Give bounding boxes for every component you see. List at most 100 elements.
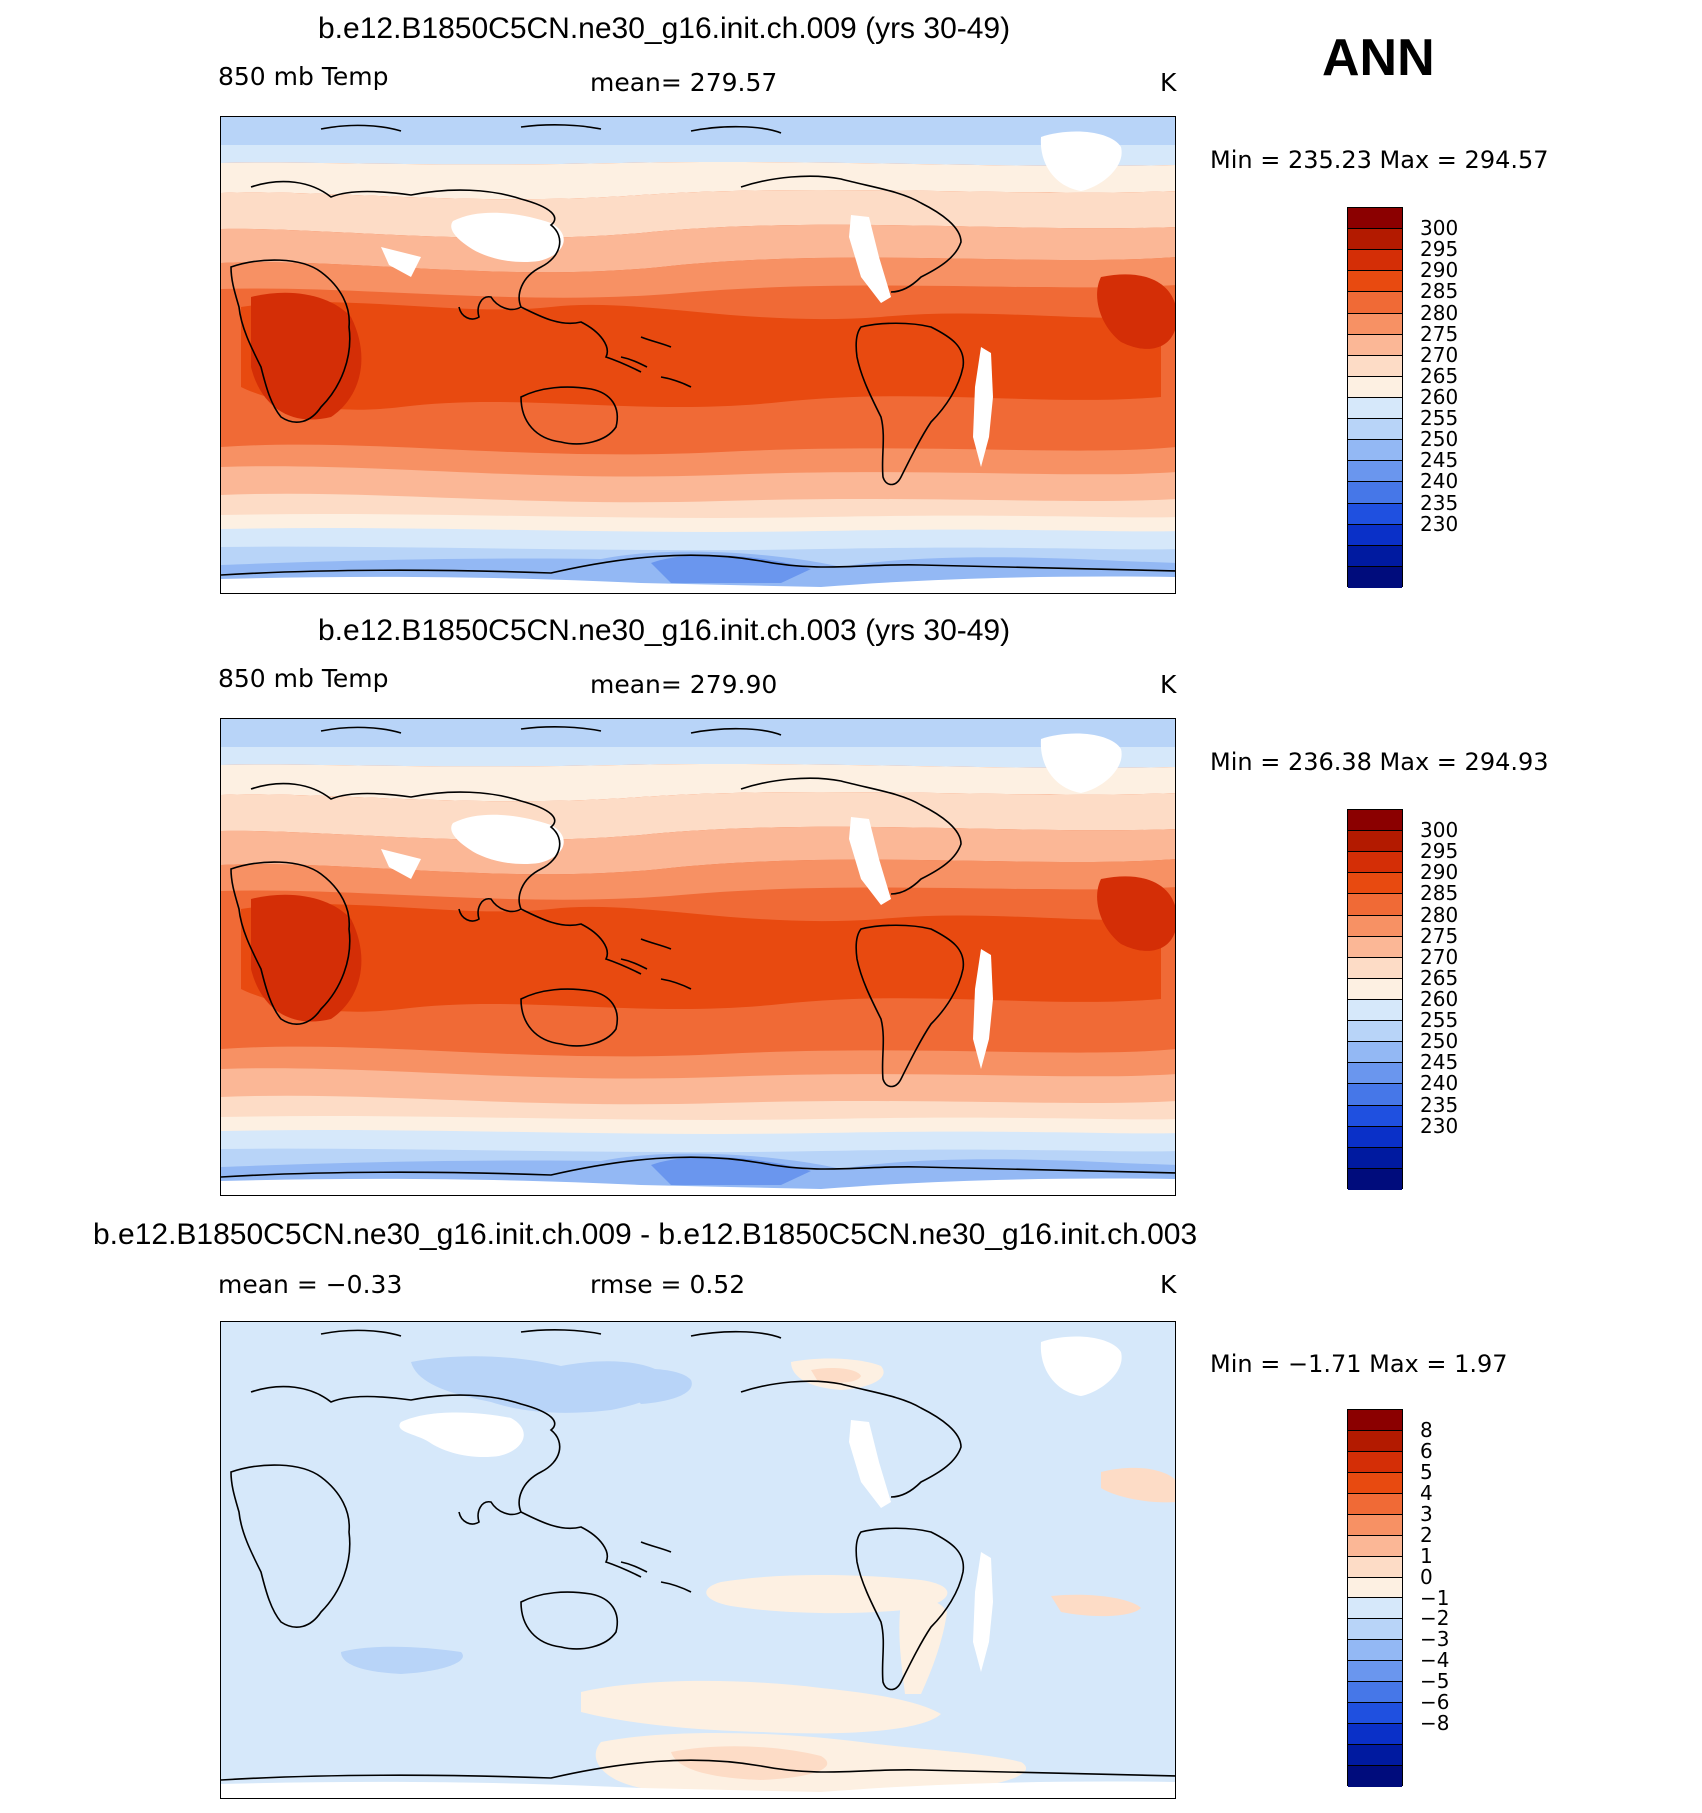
panel2-colorbar-tick-label: 285: [1420, 881, 1459, 906]
panel3-colorbar-tick-label: 0: [1420, 1564, 1433, 1589]
panel3-colorbar-segment: [1348, 1745, 1402, 1766]
panel1-units: K: [1160, 68, 1177, 97]
panel2-colorbar-tick-label: 250: [1420, 1029, 1459, 1054]
panel3-colorbar-segment: [1348, 1577, 1402, 1599]
panel1-colorbar-segment: [1348, 482, 1402, 504]
panel3-colorbar-segment: [1348, 1724, 1402, 1745]
panel2-colorbar-segment: [1348, 957, 1402, 979]
panel2-colorbar-tick-label: 255: [1420, 1008, 1459, 1033]
panel3-colorbar-tick-label: 4: [1420, 1480, 1433, 1505]
panel1-variable-label: 850 mb Temp: [218, 62, 389, 91]
panel1-colorbar-segment: [1348, 292, 1402, 314]
panel3-colorbar-tick-label: −4: [1420, 1648, 1450, 1673]
panel3-colorbar-segment: [1348, 1619, 1402, 1641]
panel2-colorbar-tick-label: 300: [1420, 818, 1459, 843]
panel3-map: [220, 1321, 1176, 1799]
panel1-minmax: Min = 235.23 Max = 294.57: [1210, 146, 1549, 174]
panel1-colorbar-segment: [1348, 566, 1402, 588]
panel1-map: [220, 116, 1176, 594]
panel2-colorbar-segment: [1348, 1105, 1402, 1127]
panel3-colorbar-tick-label: −5: [1420, 1669, 1450, 1694]
panel2-colorbar-segment: [1348, 1042, 1402, 1064]
panel1-colorbar-tick-label: 280: [1420, 300, 1459, 325]
panel1-colorbar-tick-label: 265: [1420, 363, 1459, 388]
panel3-colorbar-tick-label: 1: [1420, 1543, 1433, 1568]
panel3-colorbar-tick-label: 6: [1420, 1438, 1433, 1463]
panel3-colorbar-tick-label: −1: [1420, 1585, 1450, 1610]
panel1-colorbar-tick-label: 230: [1420, 511, 1459, 536]
panel3-colorbar-segment: [1348, 1451, 1402, 1473]
panel2-colorbar-tick-label: 265: [1420, 965, 1459, 990]
panel1-colorbar-segment: [1348, 397, 1402, 420]
panel1-colorbar-segment: [1348, 250, 1402, 272]
panel2-colorbar-segment: [1348, 1063, 1402, 1085]
panel2-colorbar-tick-label: 270: [1420, 944, 1459, 969]
panel1-temperature-field: [221, 117, 1175, 593]
panel2-colorbar-segment: [1348, 852, 1402, 874]
panel1-title: b.e12.B1850C5CN.ne30_g16.init.ch.009 (yr…: [318, 12, 1011, 45]
panel1-colorbar-tick-label: 250: [1420, 427, 1459, 452]
panel1-colorbar-segment: [1348, 545, 1402, 567]
panel2-colorbar-segment: [1348, 831, 1402, 853]
panel2-colorbar-tick-label: 275: [1420, 923, 1459, 948]
panel2-colorbar: [1347, 809, 1403, 1190]
panel1-colorbar-segment: [1348, 461, 1402, 483]
panel2-colorbar-segment: [1348, 915, 1402, 937]
panel2-colorbar-segment: [1348, 936, 1402, 958]
panel3-colorbar-segment: [1348, 1598, 1402, 1620]
panel1-colorbar-segment: [1348, 334, 1402, 356]
panel2-units: K: [1160, 670, 1177, 699]
panel3-colorbar-tick-label: −2: [1420, 1606, 1450, 1631]
panel1-colorbar-segment: [1348, 440, 1402, 462]
panel3-colorbar-tick-label: −3: [1420, 1627, 1450, 1652]
panel2-title: b.e12.B1850C5CN.ne30_g16.init.ch.003 (yr…: [318, 614, 1011, 647]
panel1-colorbar-tick-label: 255: [1420, 406, 1459, 431]
panel3-colorbar-segment: [1348, 1640, 1402, 1662]
panel1-colorbar-tick-label: 260: [1420, 385, 1459, 409]
panel1-colorbar-segment: [1348, 376, 1402, 398]
panel2-colorbar-segment: [1348, 894, 1402, 916]
panel3-colorbar-segment: [1348, 1535, 1402, 1557]
panel2-colorbar-segment: [1348, 978, 1402, 1000]
panel3-colorbar-segment: [1348, 1703, 1402, 1725]
panel2-colorbar-tick-label: 290: [1420, 860, 1459, 885]
panel2-colorbar-segment: [1348, 999, 1402, 1022]
panel3-minmax: Min = −1.71 Max = 1.97: [1210, 1350, 1508, 1378]
panel3-colorbar-segment: [1348, 1472, 1402, 1494]
panel3-title: b.e12.B1850C5CN.ne30_g16.init.ch.009 - b…: [93, 1218, 1198, 1251]
panel3-rmse: rmse = 0.52: [590, 1270, 746, 1299]
panel1-colorbar-tick-label: 290: [1420, 258, 1459, 283]
panel2-colorbar-segment: [1348, 1021, 1402, 1043]
panel1-mean: mean= 279.57: [590, 68, 778, 97]
panel2-colorbar-tick-label: 280: [1420, 902, 1459, 927]
panel1-colorbar-segment: [1348, 355, 1402, 377]
panel3-units: K: [1160, 1270, 1177, 1299]
panel1-colorbar-tick-label: 285: [1420, 279, 1459, 304]
panel3-colorbar-tick-label: 5: [1420, 1459, 1433, 1484]
panel1-colorbar-tick-label: 235: [1420, 490, 1459, 515]
panel3-colorbar-tick-label: 8: [1420, 1417, 1433, 1442]
panel1-colorbar-segment: [1348, 419, 1402, 441]
panel2-colorbar-tick-label: 295: [1420, 839, 1459, 864]
panel2-colorbar-segment: [1348, 810, 1402, 832]
panel1-colorbar-tick-label: 245: [1420, 448, 1459, 473]
panel3-colorbar-segment: [1348, 1493, 1402, 1515]
panel1-colorbar-segment: [1348, 229, 1402, 251]
panel1-colorbar-segment: [1348, 313, 1402, 335]
panel2-variable-label: 850 mb Temp: [218, 664, 389, 693]
panel3-colorbar-segment: [1348, 1765, 1402, 1787]
panel1-colorbar-segment: [1348, 524, 1402, 546]
panel1-colorbar-tick-label: 270: [1420, 342, 1459, 367]
panel2-colorbar-segment: [1348, 1126, 1402, 1148]
panel2-colorbar-tick-label: 260: [1420, 987, 1459, 1011]
panel3-difference-field: [221, 1322, 1175, 1798]
panel3-mean: mean = −0.33: [218, 1270, 403, 1299]
panel2-colorbar-segment: [1348, 1168, 1402, 1190]
panel2-map: [220, 718, 1176, 1196]
panel1-colorbar-tick-label: 240: [1420, 469, 1459, 494]
panel3-colorbar-tick-label: 3: [1420, 1501, 1433, 1526]
panel3-colorbar-segment: [1348, 1556, 1402, 1578]
panel1-colorbar-segment: [1348, 503, 1402, 525]
panel3-colorbar-tick-label: −6: [1420, 1690, 1450, 1715]
panel3-colorbar-segment: [1348, 1682, 1402, 1704]
